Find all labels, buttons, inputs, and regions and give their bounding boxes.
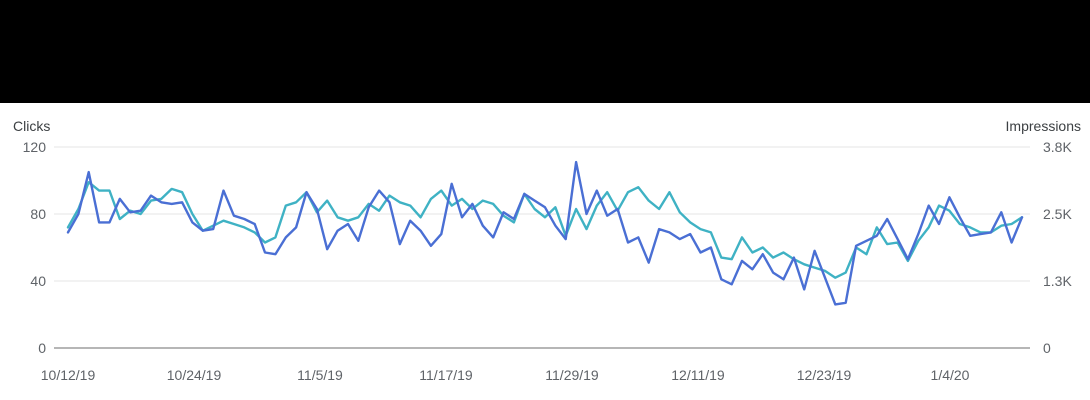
performance-chart: Clicks Impressions 0 0 40 1.3K 80 2.5K 120 3.8K… xyxy=(13,118,1081,383)
x-tick-label: 11/29/19 xyxy=(545,367,599,383)
impressions-series-line xyxy=(66,180,1024,279)
x-tick-label: 10/12/19 xyxy=(41,367,96,383)
x-tick-label: 10/24/19 xyxy=(167,367,222,383)
x-tick-label: 1/4/20 xyxy=(931,367,970,383)
clicks-series-line xyxy=(66,160,1024,306)
chart-container: Clicks Impressions 0 0 40 1.3K 80 2.5K 120 3.8K… xyxy=(0,103,1090,400)
x-tick-label: 12/23/19 xyxy=(797,367,852,383)
right-tick-label: 2.5K xyxy=(1043,206,1072,222)
left-axis-title: Clicks xyxy=(13,118,50,134)
left-tick-label: 0 xyxy=(38,340,46,356)
left-tick-label: 120 xyxy=(23,139,47,155)
axes: Clicks Impressions 0 0 40 1.3K 80 2.5K 120 3.8K… xyxy=(13,118,1081,383)
series-lines xyxy=(66,160,1024,306)
gridlines xyxy=(54,146,1030,349)
left-tick-label: 40 xyxy=(30,273,46,289)
x-tick-label: 11/17/19 xyxy=(419,367,473,383)
right-axis-title: Impressions xyxy=(1006,118,1081,134)
right-tick-label: 1.3K xyxy=(1043,273,1072,289)
left-tick-label: 80 xyxy=(30,206,46,222)
top-black-bar xyxy=(0,0,1090,103)
right-tick-label: 0 xyxy=(1043,340,1051,356)
x-tick-label: 11/5/19 xyxy=(297,367,343,383)
x-tick-label: 12/11/19 xyxy=(671,367,725,383)
right-tick-label: 3.8K xyxy=(1043,139,1072,155)
